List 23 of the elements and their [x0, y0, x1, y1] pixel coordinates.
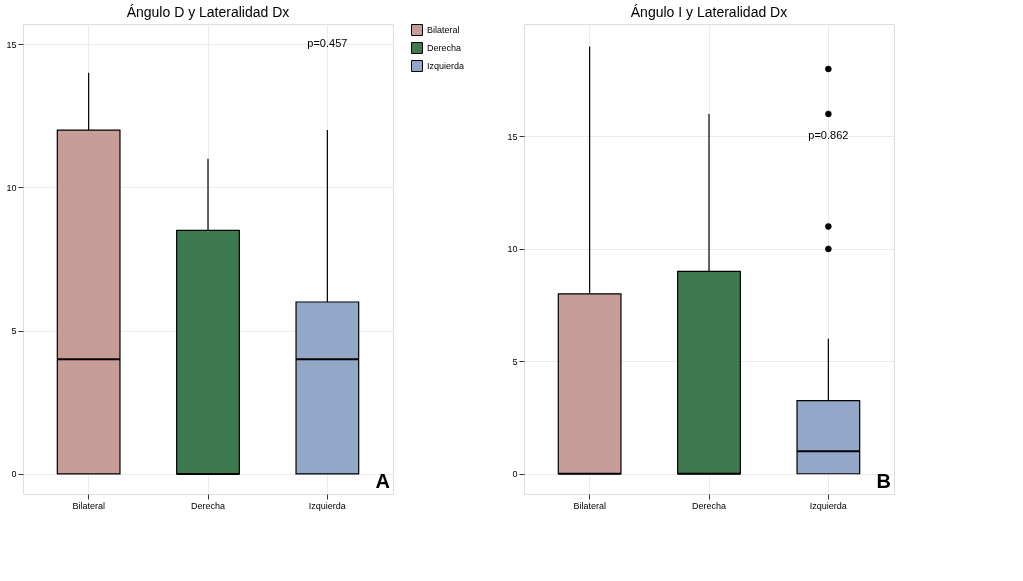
- x-tick-label: Bilateral: [72, 500, 105, 511]
- x-tick-label: Derecha: [691, 500, 727, 511]
- legend-label: Bilateral: [427, 25, 460, 35]
- y-tick-label: 5: [512, 356, 518, 367]
- annotation: A: [375, 470, 390, 492]
- y-tick-label: 0: [11, 469, 17, 480]
- x-tick-label: Izquierda: [809, 500, 847, 511]
- annotation: B: [876, 470, 891, 492]
- y-tick-label: 0: [512, 469, 518, 480]
- y-tick-label: 15: [507, 131, 518, 142]
- y-tick-label: 10: [507, 244, 518, 255]
- y-tick-label: 10: [6, 182, 17, 193]
- chart-title: Ángulo D y Lateralidad Dx: [126, 4, 290, 20]
- x-tick-label: Izquierda: [308, 500, 346, 511]
- x-tick-label: Bilateral: [573, 500, 606, 511]
- legend-label: Derecha: [427, 43, 462, 53]
- annotation: p=0.457: [307, 37, 348, 50]
- y-tick-label: 15: [6, 39, 17, 50]
- legend-label: Izquierda: [427, 61, 465, 71]
- y-tick-label: 5: [11, 326, 17, 337]
- x-tick-label: Derecha: [190, 500, 226, 511]
- annotation: p=0.862: [808, 129, 849, 142]
- chart-title: Ángulo I y Lateralidad Dx: [630, 4, 788, 20]
